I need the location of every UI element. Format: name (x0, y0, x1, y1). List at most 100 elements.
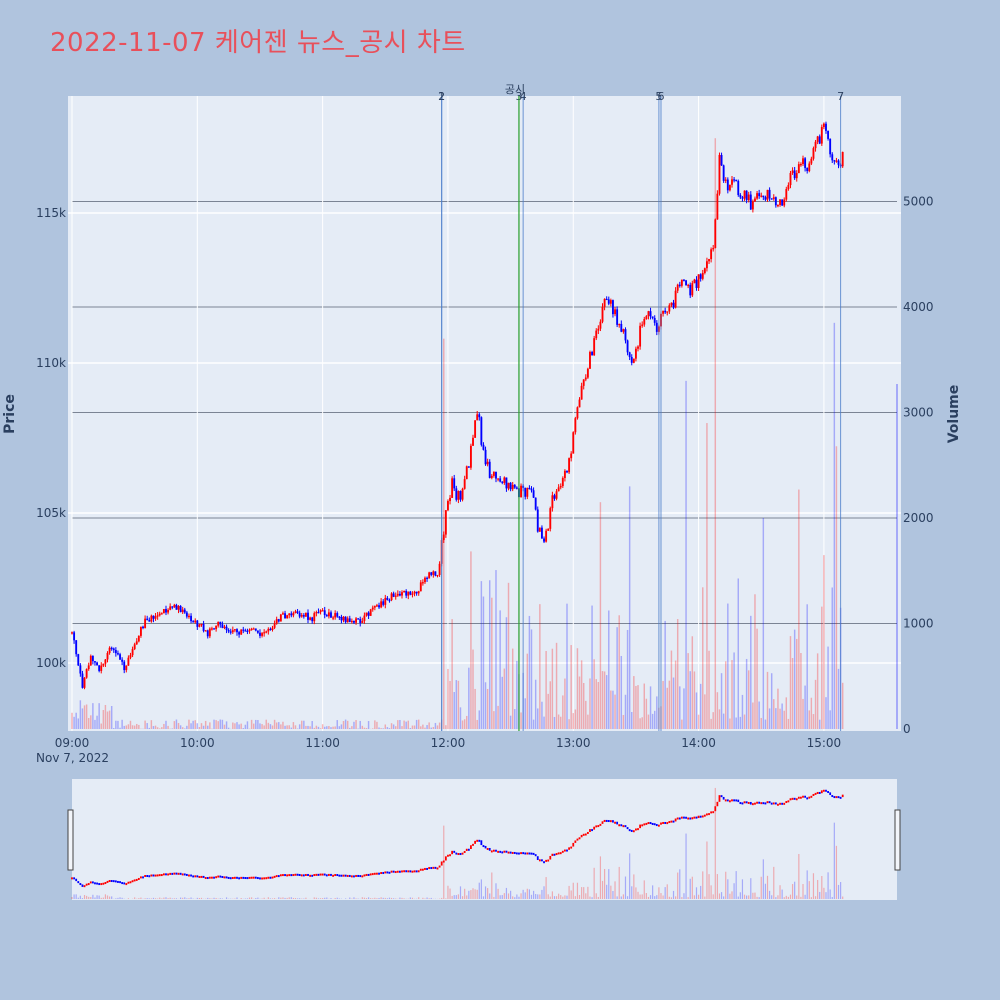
slider-volume-bar (399, 897, 401, 899)
volume-bar (631, 711, 633, 729)
candle-body (127, 657, 130, 666)
slider-volume-bar (752, 892, 754, 899)
slider-candle (332, 874, 334, 877)
slider-candle (632, 830, 635, 833)
slider-candle (785, 801, 788, 804)
slider-candle (676, 817, 679, 820)
volume-bar (292, 722, 295, 729)
slider-candle (635, 828, 637, 831)
volume-bar (173, 721, 176, 729)
volume-bar (397, 720, 399, 729)
volume-bar (482, 596, 485, 729)
slider-volume-bar (146, 898, 148, 899)
candle-body (129, 655, 132, 658)
slider-volume-bar (758, 897, 760, 899)
volume-bar (119, 727, 121, 729)
volume-bar (420, 726, 422, 729)
slider-volume-bar (305, 897, 307, 899)
slider-candle (183, 873, 186, 876)
candle-body (108, 647, 111, 653)
candle-body (808, 163, 811, 172)
volume-bar (447, 668, 449, 729)
range-slider-bg[interactable] (72, 779, 897, 900)
volume-bar (152, 726, 155, 729)
volume-bar (319, 728, 322, 729)
volume-bar (647, 714, 650, 729)
volume-bar (374, 720, 376, 729)
range-slider-right-handle[interactable] (894, 809, 901, 871)
volume-bar (192, 720, 194, 729)
volume-bar (332, 726, 334, 729)
slider-volume-bar (656, 895, 658, 899)
volume-bar (405, 721, 407, 729)
candle-body (453, 478, 456, 489)
volume-bar (720, 673, 723, 729)
candle-body (282, 613, 284, 615)
volume-bar (789, 636, 792, 729)
candle-body (524, 487, 527, 497)
candle-body (668, 305, 671, 312)
slider-volume-bar (184, 897, 186, 899)
candle-body (350, 620, 353, 623)
volume-bar (165, 720, 167, 729)
candle-body (117, 653, 119, 655)
candle-body (98, 665, 101, 671)
event-markers: 1234567공시 (438, 83, 844, 731)
candle-body (279, 614, 282, 622)
volume-bar (537, 708, 539, 729)
slider-candle (96, 882, 98, 885)
slider-candle (265, 877, 268, 880)
slider-volume-bar (278, 897, 280, 899)
slider-candle (286, 874, 289, 877)
candle-body (204, 630, 207, 632)
volume-bar (712, 712, 714, 729)
volume-bar (236, 722, 238, 729)
slider-candle (484, 845, 487, 849)
candle-body (645, 316, 648, 320)
volume-bar (317, 726, 320, 729)
volume-bar (127, 724, 130, 729)
slider-volume-bar (817, 879, 819, 899)
volume-bar (278, 722, 280, 729)
slider-volume-bar (71, 897, 73, 899)
candle-body (655, 322, 658, 332)
slider-candle (234, 876, 236, 879)
volume-tick-label: 4000 (903, 300, 934, 314)
volume-bar (708, 650, 710, 729)
slider-volume-bar (762, 859, 764, 899)
candle-body (355, 618, 357, 623)
slider-volume-bar (835, 845, 838, 899)
slider-volume-bar (662, 895, 664, 899)
range-slider-left-handle[interactable] (67, 809, 74, 871)
slider-volume-bar (530, 894, 533, 899)
slider-volume-bar (622, 894, 624, 899)
slider-candle (808, 796, 811, 799)
candle-body (298, 612, 301, 617)
candle-body (747, 194, 750, 201)
candle-body (449, 497, 451, 502)
slider-volume-bar (361, 897, 363, 899)
volume-bar (804, 685, 806, 729)
volume-bar (334, 726, 336, 729)
slider-candle (639, 824, 642, 829)
candle-body (390, 593, 393, 601)
volume-bar (392, 724, 395, 729)
slider-volume-bar (180, 897, 182, 899)
candle-body (380, 601, 383, 608)
volume-bar (741, 694, 744, 729)
volume-bar (689, 671, 691, 729)
volume-bar (150, 720, 153, 729)
volume-bar (265, 719, 267, 729)
candle-body (802, 158, 804, 165)
volume-bar (495, 570, 497, 729)
slider-candle (202, 875, 205, 878)
slider-candle (165, 873, 167, 876)
price-tick-label: 115k (36, 206, 66, 220)
slider-candle (630, 829, 633, 832)
slider-volume-bar (633, 874, 635, 899)
slider-volume-bar (562, 896, 564, 899)
slider-volume-bar (760, 876, 762, 899)
volume-bar (390, 723, 393, 729)
candle-body (77, 654, 80, 666)
candle-body (346, 618, 349, 623)
